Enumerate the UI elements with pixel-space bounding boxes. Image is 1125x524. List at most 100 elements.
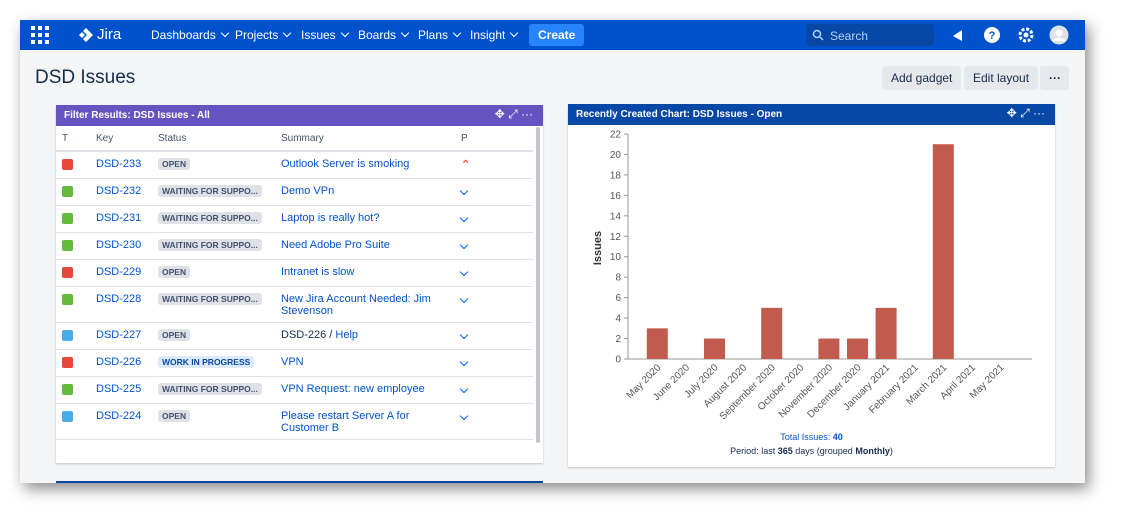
priority-low bbox=[459, 294, 469, 304]
status-cell: WAITING FOR SUPPO... bbox=[152, 205, 275, 233]
issue-type-icon bbox=[62, 411, 73, 422]
status-lozenge: WORK IN PROGRESS bbox=[158, 356, 255, 368]
issue-summary[interactable]: Intranet is slow bbox=[281, 266, 355, 278]
key-cell: DSD-229 bbox=[90, 259, 152, 287]
settings[interactable] bbox=[1017, 26, 1035, 44]
gadget-title: Filter Results: DSD Issues - All bbox=[56, 105, 543, 126]
status-lozenge: OPEN bbox=[158, 158, 191, 170]
search-placeholder: Search bbox=[830, 29, 869, 43]
gadget-controls[interactable]: ✥ ⤢ ··· bbox=[494, 107, 533, 121]
nav-item[interactable]: Insight bbox=[470, 28, 517, 42]
gadget-controls[interactable]: ✥ ⤢ ··· bbox=[1006, 106, 1045, 120]
issue-key[interactable]: DSD-229 bbox=[96, 266, 142, 278]
type-cell bbox=[56, 322, 90, 350]
summary-cell: DSD-226 / Help bbox=[275, 322, 455, 350]
issue-summary[interactable]: VPN Request: new employee bbox=[281, 383, 425, 395]
key-cell: DSD-228 bbox=[90, 286, 152, 323]
issue-row: DSD-232 WAITING FOR SUPPO... Demo VPn bbox=[56, 178, 533, 206]
app-switcher[interactable] bbox=[31, 26, 49, 44]
summary-cell: New Jira Account Needed: Jim Stevenson bbox=[275, 286, 455, 323]
priority-low bbox=[459, 357, 469, 367]
issue-key[interactable]: DSD-225 bbox=[96, 383, 142, 395]
issue-summary[interactable]: Outlook Server is smoking bbox=[281, 158, 410, 170]
nav-item[interactable]: Issues bbox=[301, 28, 348, 42]
gadget-title: Recently Created Chart: DSD Issues - Ope… bbox=[568, 104, 1055, 125]
issue-key[interactable]: DSD-228 bbox=[96, 293, 142, 305]
priority-cell bbox=[455, 322, 533, 350]
svg-text:?: ? bbox=[989, 30, 996, 42]
key-cell: DSD-230 bbox=[90, 232, 152, 260]
issue-row: DSD-225 WAITING FOR SUPPO... VPN Request: … bbox=[56, 376, 533, 404]
key-cell: DSD-232 bbox=[90, 178, 152, 206]
issue-type-icon bbox=[62, 240, 73, 251]
status-cell: WAITING FOR SUPPO... bbox=[152, 232, 275, 260]
key-cell: DSD-226 bbox=[90, 349, 152, 377]
notifications[interactable] bbox=[950, 26, 968, 44]
avatar[interactable] bbox=[1049, 25, 1069, 45]
total-line: Total Issues: 40 bbox=[568, 432, 1055, 442]
type-cell bbox=[56, 151, 90, 179]
create-button[interactable]: Create bbox=[529, 24, 585, 46]
status-cell: OPEN bbox=[152, 151, 275, 179]
issue-type-icon bbox=[62, 330, 73, 341]
issue-summary[interactable]: Help bbox=[335, 329, 359, 341]
jira-icon bbox=[79, 28, 93, 42]
priority-cell bbox=[455, 232, 533, 260]
key-cell: DSD-224 bbox=[90, 403, 152, 440]
nav-item[interactable]: Boards bbox=[358, 28, 408, 42]
issue-key[interactable]: DSD-224 bbox=[96, 410, 142, 422]
add-gadget-button[interactable]: Add gadget bbox=[882, 66, 962, 90]
period-end: ) bbox=[889, 446, 893, 456]
issue-type-icon bbox=[62, 384, 73, 395]
column-header: Status bbox=[152, 127, 275, 152]
top-nav: Jira Dashboards Projects Issues Boards P… bbox=[20, 20, 1085, 50]
summary-cell: VPN Request: new employee bbox=[275, 376, 455, 404]
summary-cell: Intranet is slow bbox=[275, 259, 455, 287]
chart-gadget: Recently Created Chart: DSD Issues - Ope… bbox=[568, 104, 1055, 467]
issue-key[interactable]: DSD-230 bbox=[96, 239, 142, 251]
issue-key[interactable]: DSD-233 bbox=[96, 158, 142, 170]
nav-item[interactable]: Projects bbox=[235, 28, 290, 42]
type-cell bbox=[56, 259, 90, 287]
type-cell bbox=[56, 178, 90, 206]
column-header: Summary bbox=[275, 127, 455, 152]
issue-summary[interactable]: Please restart Server A for Customer B bbox=[281, 410, 410, 434]
total-value: 40 bbox=[832, 432, 843, 442]
help[interactable]: ? bbox=[983, 26, 1001, 44]
issue-type-icon bbox=[62, 357, 73, 368]
status-lozenge: WAITING FOR SUPPO... bbox=[158, 185, 262, 197]
issue-summary[interactable]: Need Adobe Pro Suite bbox=[281, 239, 390, 251]
logo[interactable]: Jira bbox=[97, 26, 122, 43]
issue-key[interactable]: DSD-226 bbox=[96, 356, 142, 368]
status-lozenge: WAITING FOR SUPPO... bbox=[158, 383, 262, 395]
period-days: 365 bbox=[777, 446, 793, 456]
more-button[interactable]: ··· bbox=[1040, 66, 1069, 90]
issue-type-icon bbox=[62, 159, 73, 170]
column-header: T bbox=[56, 127, 90, 152]
issue-key[interactable]: DSD-231 bbox=[96, 212, 142, 224]
search-icon bbox=[812, 29, 824, 41]
nav-item[interactable]: Plans bbox=[418, 28, 460, 42]
status-cell: WAITING FOR SUPPO... bbox=[152, 286, 275, 323]
issue-key[interactable]: DSD-227 bbox=[96, 329, 142, 341]
summary-cell: Outlook Server is smoking bbox=[275, 151, 455, 179]
type-cell bbox=[56, 403, 90, 440]
nav-item[interactable]: Dashboards bbox=[151, 28, 228, 42]
search-box[interactable]: Search bbox=[806, 24, 934, 46]
scrollbar bbox=[536, 127, 540, 443]
issue-type-icon bbox=[62, 294, 73, 305]
total-label: Total Issues: bbox=[780, 432, 831, 442]
edit-layout-button[interactable]: Edit layout bbox=[964, 66, 1039, 90]
next-gadget bbox=[56, 481, 543, 483]
priority-low bbox=[459, 240, 469, 250]
window: Jira Dashboards Projects Issues Boards P… bbox=[20, 20, 1085, 483]
summary-cell: Demo VPn bbox=[275, 178, 455, 206]
issue-summary[interactable]: Laptop is really hot? bbox=[281, 212, 380, 224]
issue-summary[interactable]: New Jira Account Needed: Jim Stevenson bbox=[281, 293, 431, 317]
summary-cell: Laptop is really hot? bbox=[275, 205, 455, 233]
status-lozenge: WAITING FOR SUPPO... bbox=[158, 239, 262, 251]
issue-summary[interactable]: VPN bbox=[281, 356, 304, 368]
issue-summary[interactable]: Demo VPn bbox=[281, 185, 335, 197]
issue-key[interactable]: DSD-232 bbox=[96, 185, 142, 197]
issue-row: DSD-233 OPEN Outlook Server is smoking ⌃ bbox=[56, 151, 533, 179]
